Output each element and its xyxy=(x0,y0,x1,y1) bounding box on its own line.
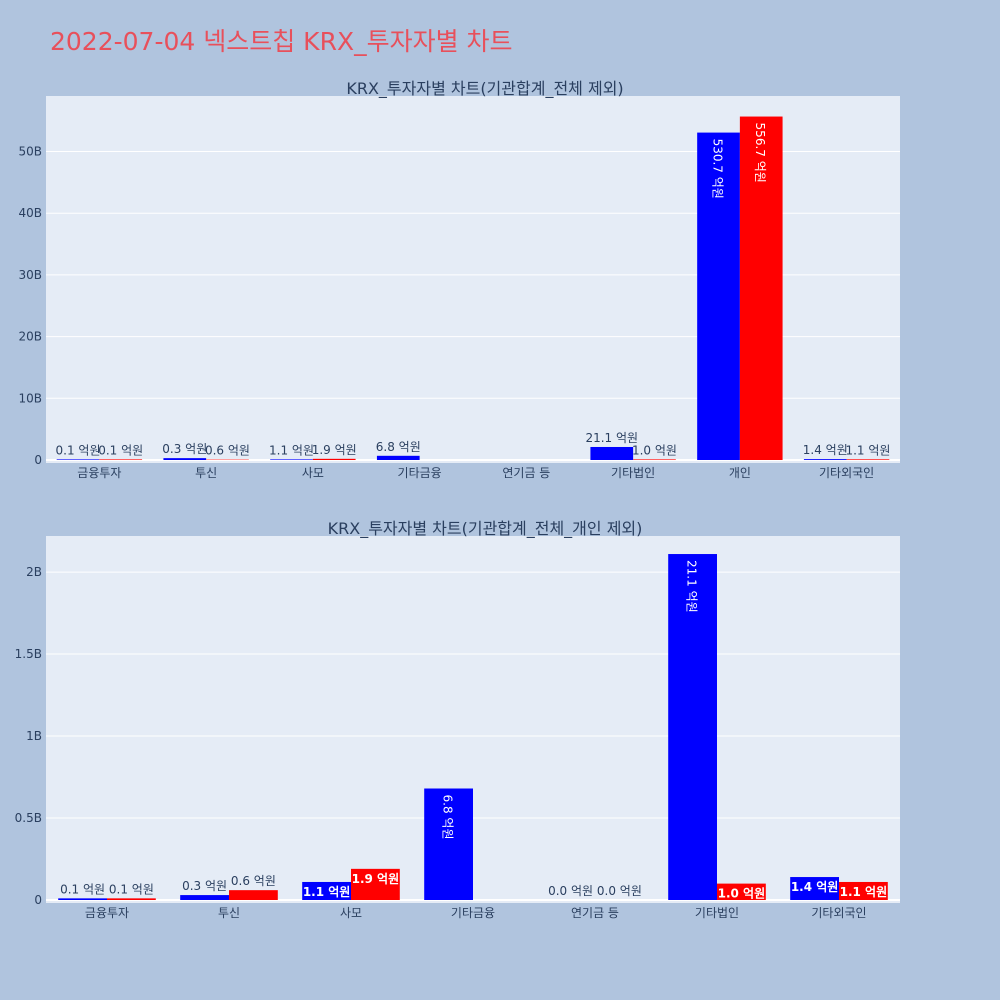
x-tick-label: 사모 xyxy=(302,466,324,480)
x-tick-label: 기타외국인 xyxy=(819,466,874,480)
y-tick-label: 0.5B xyxy=(15,811,42,825)
plot-title: KRX_투자자별 차트(기관합계_전체_개인 제외) xyxy=(328,519,643,539)
bar xyxy=(58,898,107,900)
bar-label: 0.1 억원 xyxy=(56,443,101,457)
y-tick-label: 50B xyxy=(18,145,42,159)
y-tick-label: 10B xyxy=(18,391,42,405)
bar-label: 0.0 억원 xyxy=(548,884,593,898)
bar-label: 0.1 억원 xyxy=(98,443,143,457)
bar xyxy=(56,459,100,460)
bar-label: 6.8 억원 xyxy=(441,795,455,840)
x-tick-label: 기타법인 xyxy=(611,466,655,480)
y-tick-label: 20B xyxy=(18,330,42,344)
bar xyxy=(846,459,890,460)
x-tick-label: 개인 xyxy=(729,466,751,480)
bar xyxy=(739,116,783,460)
bar xyxy=(229,890,278,900)
x-tick-label: 사모 xyxy=(340,906,362,920)
x-tick-label: 기타외국인 xyxy=(811,906,866,920)
bar xyxy=(270,459,313,460)
bar-label: 530.7 억원 xyxy=(711,139,725,199)
bar-label: 0.3 억원 xyxy=(182,879,227,893)
bar xyxy=(376,455,420,460)
bar xyxy=(312,458,356,460)
bar-label: 21.1 억원 xyxy=(585,431,638,445)
bar-label: 0.6 억원 xyxy=(231,874,276,888)
x-tick-label: 연기금 등 xyxy=(571,906,619,920)
x-tick-label: 기타금융 xyxy=(451,906,495,920)
x-tick-label: 투신 xyxy=(195,466,217,480)
y-tick-label: 0 xyxy=(34,893,42,907)
bar-label: 1.1 억원 xyxy=(845,443,890,457)
bar xyxy=(107,898,156,900)
x-tick-label: 기타금융 xyxy=(398,466,442,480)
bar xyxy=(803,459,847,460)
bar xyxy=(633,459,676,460)
y-tick-label: 2B xyxy=(26,565,42,579)
y-tick-label: 1.5B xyxy=(15,647,42,661)
bar-label: 1.0 억원 xyxy=(718,887,766,901)
bar xyxy=(790,877,839,900)
y-tick-label: 1B xyxy=(26,729,42,743)
bar-label: 1.4 억원 xyxy=(791,880,839,894)
bar xyxy=(163,458,207,460)
bar-label: 556.7 억원 xyxy=(753,123,767,183)
bar-label: 1.1 억원 xyxy=(303,885,351,899)
bar xyxy=(424,788,473,900)
bar xyxy=(590,446,634,460)
bar-label: 1.9 억원 xyxy=(352,872,400,886)
bar xyxy=(351,868,400,900)
plot-title: KRX_투자자별 차트(기관합계_전체 제외) xyxy=(346,79,623,99)
x-tick-label: 금융투자 xyxy=(77,466,121,480)
x-tick-label: 연기금 등 xyxy=(502,466,550,480)
bar-label: 0.1 억원 xyxy=(109,882,154,896)
bar-label: 0.1 억원 xyxy=(60,882,105,896)
bar xyxy=(99,459,143,460)
bar xyxy=(839,881,888,900)
bar-label: 0.0 억원 xyxy=(597,884,642,898)
bar-label: 1.1 억원 xyxy=(269,443,314,457)
bar xyxy=(302,881,351,900)
y-tick-label: 30B xyxy=(18,268,42,282)
bar xyxy=(180,895,229,900)
bar-label: 1.0 억원 xyxy=(632,443,677,457)
bar-label: 0.3 억원 xyxy=(162,442,207,456)
y-tick-label: 0 xyxy=(34,453,42,467)
y-tick-label: 40B xyxy=(18,206,42,220)
bar-label: 1.1 억원 xyxy=(840,885,888,899)
bar xyxy=(717,883,766,900)
bar xyxy=(668,554,717,900)
bar-label: 0.6 억원 xyxy=(205,444,250,458)
bar-label: 1.4 억원 xyxy=(803,443,848,457)
bar xyxy=(697,132,740,460)
x-tick-label: 금융투자 xyxy=(85,906,129,920)
bar-label: 21.1 억원 xyxy=(685,560,699,613)
x-tick-label: 기타법인 xyxy=(695,906,739,920)
bar-label: 1.9 억원 xyxy=(312,443,357,457)
bar-label: 6.8 억원 xyxy=(376,440,421,454)
page-title: 2022-07-04 넥스트칩 KRX_투자자별 차트 xyxy=(50,27,513,56)
x-tick-label: 투신 xyxy=(218,906,240,920)
